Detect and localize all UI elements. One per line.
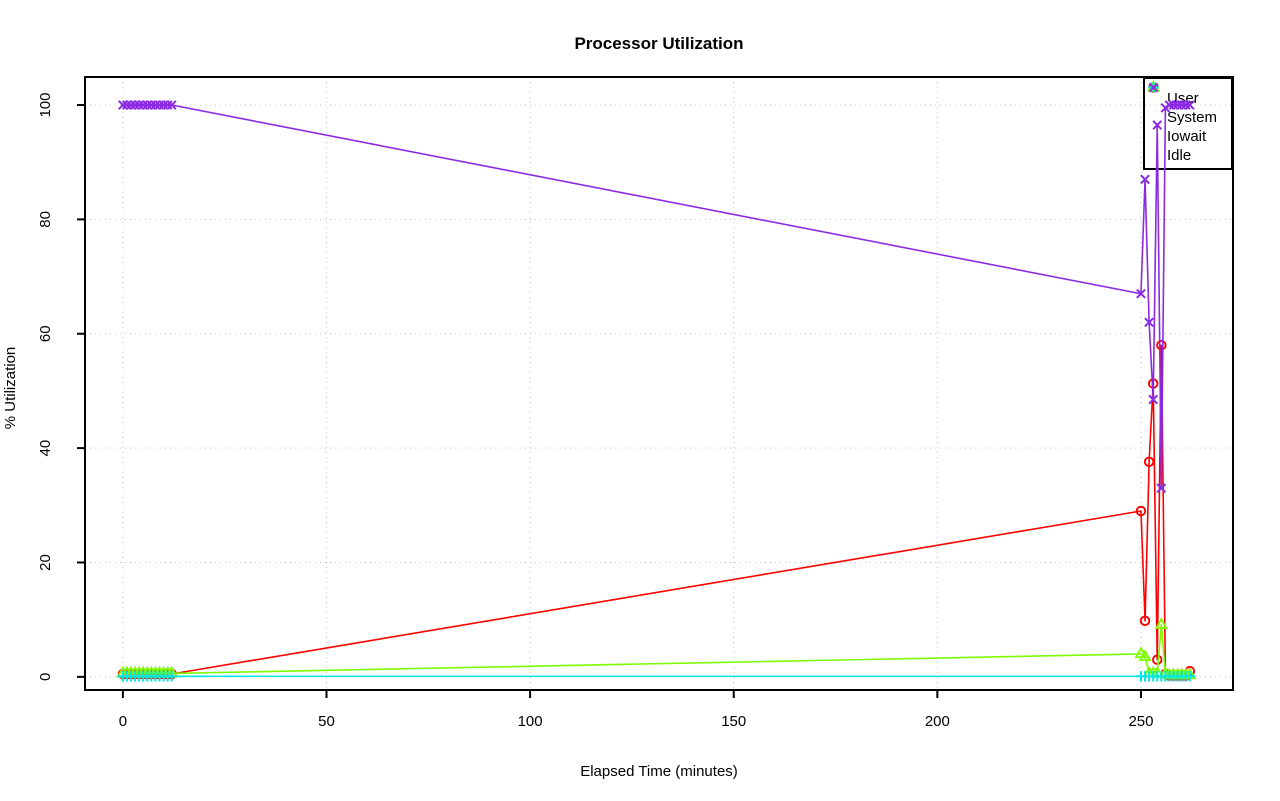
data-series: [116, 100, 1197, 682]
series-system: [116, 617, 1197, 680]
plus-marker: [166, 671, 177, 682]
x-marker: [1176, 100, 1187, 110]
series-line: [122, 344, 1191, 677]
y-axis-title: % Utilization: [2, 347, 19, 430]
circle-marker: [1143, 456, 1155, 468]
x-marker: [1140, 174, 1150, 185]
x-marker: [1144, 317, 1154, 328]
plot-border: [84, 76, 1234, 691]
x-tick-label: 150: [721, 713, 746, 730]
x-marker: [1148, 82, 1159, 93]
x-marker: [134, 100, 145, 110]
x-marker: [1136, 288, 1146, 299]
triangle-marker: [1154, 617, 1168, 629]
y-tick-label: 80: [37, 211, 54, 228]
x-tick-label: 100: [518, 713, 543, 730]
x-marker: [1184, 100, 1195, 110]
x-marker: [118, 100, 128, 110]
triangle-marker: [1138, 649, 1152, 662]
gridlines: [85, 77, 1233, 690]
legend-label-iowait: Iowait: [1167, 128, 1207, 145]
x-marker: [122, 100, 132, 110]
x-marker: [130, 100, 140, 110]
legend: User System Iowait Idle: [1143, 77, 1233, 170]
x-marker: [1164, 100, 1175, 110]
y-tick-label: 20: [37, 554, 54, 571]
idle-marker-icon: [1148, 82, 1167, 164]
x-tick-label: 200: [925, 713, 950, 730]
series-line: [122, 624, 1190, 676]
series-line: [122, 104, 1190, 489]
x-marker: [1152, 120, 1163, 130]
x-marker: [1148, 394, 1159, 405]
y-tick-label: 60: [37, 325, 54, 342]
x-marker: [1172, 100, 1183, 110]
chart-title: Processor Utilization: [574, 34, 743, 53]
legend-label-system: System: [1167, 109, 1218, 126]
x-marker: [158, 100, 169, 110]
circle-marker: [1156, 339, 1167, 351]
circle-marker: [1139, 615, 1151, 627]
y-tick-label: 40: [37, 440, 54, 457]
series-idle: [118, 100, 1195, 494]
y-tick-label: 100: [37, 93, 54, 118]
series-iowait: [117, 671, 1196, 682]
plus-marker: [1184, 671, 1196, 682]
x-marker: [146, 100, 157, 110]
x-tick-label: 50: [318, 713, 335, 730]
x-marker: [150, 100, 161, 110]
x-marker: [162, 100, 173, 110]
x-marker: [166, 100, 177, 110]
x-marker: [1168, 100, 1179, 110]
x-tick-label: 250: [1128, 713, 1153, 730]
axes: 0 50 100 150 200 250 0 20 40 60 80 100: [37, 93, 1153, 730]
x-marker: [142, 100, 153, 110]
y-tick-label: 0: [37, 673, 54, 681]
x-marker: [126, 100, 136, 110]
x-marker: [1180, 100, 1191, 110]
series-user: [117, 339, 1196, 681]
legend-label-idle: Idle: [1167, 147, 1192, 164]
x-marker: [1156, 483, 1167, 494]
circle-marker: [1135, 505, 1147, 517]
x-tick-label: 0: [119, 713, 127, 730]
x-marker: [138, 100, 149, 110]
x-marker: [154, 100, 165, 110]
x-axis-title: Elapsed Time (minutes): [580, 763, 738, 780]
legend-item-idle: Idle: [1145, 82, 1231, 165]
